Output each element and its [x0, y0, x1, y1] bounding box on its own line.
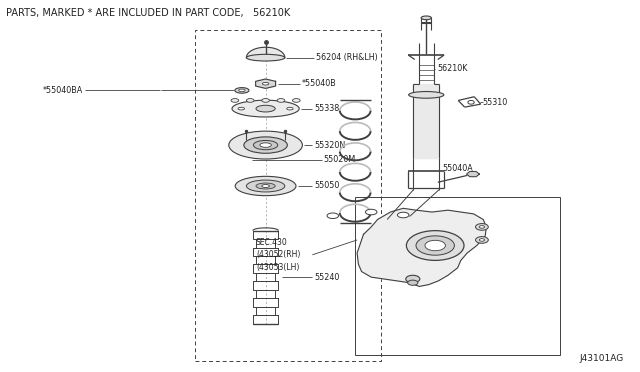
- Ellipse shape: [246, 54, 285, 61]
- Ellipse shape: [228, 131, 302, 159]
- Ellipse shape: [246, 180, 285, 192]
- Text: 55240: 55240: [314, 273, 340, 282]
- Text: 55338: 55338: [314, 104, 339, 113]
- Text: 55050: 55050: [314, 182, 340, 190]
- Ellipse shape: [476, 237, 488, 243]
- Ellipse shape: [468, 100, 474, 104]
- Polygon shape: [246, 47, 285, 58]
- Text: 55310: 55310: [482, 98, 507, 107]
- Ellipse shape: [231, 99, 239, 102]
- Text: SEC.430
(43052(RH)
(43053(LH): SEC.430 (43052(RH) (43053(LH): [256, 238, 300, 272]
- Ellipse shape: [292, 99, 300, 102]
- Ellipse shape: [476, 224, 488, 230]
- Ellipse shape: [327, 213, 339, 218]
- Text: *55040BA: *55040BA: [43, 86, 83, 95]
- Ellipse shape: [365, 209, 377, 215]
- Bar: [413, 84, 439, 158]
- Ellipse shape: [421, 16, 431, 20]
- Ellipse shape: [260, 143, 271, 147]
- Ellipse shape: [425, 240, 445, 251]
- Bar: [355, 197, 560, 355]
- Ellipse shape: [246, 99, 254, 102]
- Ellipse shape: [238, 107, 244, 110]
- Ellipse shape: [277, 99, 285, 102]
- Ellipse shape: [397, 212, 409, 218]
- Ellipse shape: [232, 100, 300, 117]
- Ellipse shape: [479, 239, 484, 241]
- Text: J43101AG: J43101AG: [580, 355, 624, 363]
- Ellipse shape: [416, 236, 454, 255]
- Ellipse shape: [406, 231, 464, 260]
- Text: *55040B: *55040B: [301, 79, 336, 88]
- Text: 55040A: 55040A: [442, 164, 473, 173]
- Ellipse shape: [262, 82, 269, 85]
- Ellipse shape: [256, 105, 275, 112]
- Ellipse shape: [262, 185, 269, 187]
- Ellipse shape: [235, 176, 296, 196]
- Ellipse shape: [479, 225, 484, 228]
- Ellipse shape: [262, 99, 269, 102]
- Text: 55020M: 55020M: [324, 155, 356, 164]
- Polygon shape: [357, 208, 486, 286]
- Ellipse shape: [409, 92, 444, 98]
- Text: 56204 (RH&LH): 56204 (RH&LH): [316, 53, 377, 62]
- Bar: [195, 30, 381, 361]
- Ellipse shape: [408, 280, 418, 285]
- Ellipse shape: [239, 89, 245, 92]
- Ellipse shape: [235, 87, 249, 93]
- Polygon shape: [255, 79, 276, 89]
- Ellipse shape: [406, 275, 420, 283]
- Text: PARTS, MARKED * ARE INCLUDED IN PART CODE,   56210K: PARTS, MARKED * ARE INCLUDED IN PART COD…: [6, 8, 291, 18]
- Ellipse shape: [244, 137, 287, 153]
- Ellipse shape: [287, 107, 293, 110]
- Polygon shape: [467, 171, 479, 177]
- Ellipse shape: [256, 183, 275, 189]
- Ellipse shape: [253, 140, 278, 150]
- Text: 55320N: 55320N: [314, 141, 346, 150]
- Text: 56210K: 56210K: [437, 64, 467, 73]
